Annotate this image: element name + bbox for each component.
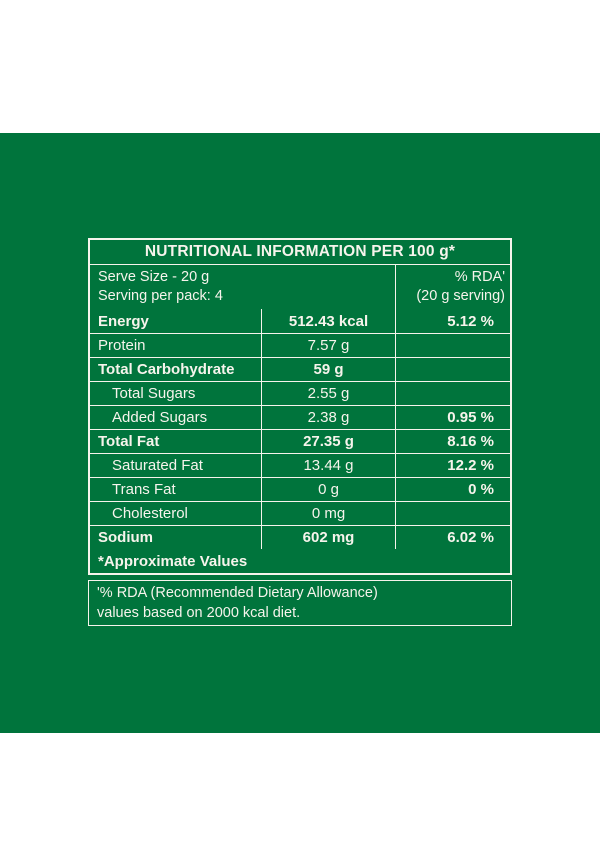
- nutrient-label: Trans Fat: [112, 481, 176, 498]
- amount-value: 27.35 g: [261, 430, 395, 453]
- amount-value: 0 mg: [261, 502, 395, 525]
- rda-value: [395, 334, 510, 357]
- amount-value: 2.38 g: [261, 406, 395, 429]
- footnote-line1: '% RDA (Recommended Dietary Allowance): [97, 585, 378, 601]
- amount-value: 512.43 kcal: [261, 309, 395, 333]
- rda-value: 0.95 %: [395, 406, 510, 429]
- table-title-row: NUTRITIONAL INFORMATION PER 100 g*: [90, 240, 510, 264]
- approximate-values-note: *Approximate Values: [98, 552, 248, 570]
- rda-footnote-box: '% RDA (Recommended Dietary Allowance) v…: [88, 580, 512, 626]
- serve-info-row: Serve Size - 20 g Serving per pack: 4 % …: [90, 264, 510, 309]
- amount-value: 2.55 g: [261, 382, 395, 405]
- green-label-panel: NUTRITIONAL INFORMATION PER 100 g* Serve…: [0, 133, 600, 733]
- nutrient-label: Total Carbohydrate: [98, 361, 235, 378]
- table-row: Cholesterol 0 mg: [90, 501, 510, 525]
- rda-value: 8.16 %: [395, 430, 510, 453]
- nutrient-label: Total Fat: [98, 433, 160, 450]
- rda-header-cell: % RDA' (20 g serving): [395, 265, 510, 309]
- rda-header-line1: % RDA': [454, 269, 505, 285]
- table-row: Total Fat 27.35 g 8.16 %: [90, 429, 510, 453]
- nutrient-label: Added Sugars: [112, 409, 208, 426]
- table-row: Energy 512.43 kcal 5.12 %: [90, 309, 510, 333]
- nutrient-label: Saturated Fat: [112, 457, 203, 474]
- table-row: Total Sugars 2.55 g: [90, 381, 510, 405]
- serve-size-text: Serve Size - 20 g: [98, 269, 210, 285]
- table-row: Protein 7.57 g: [90, 333, 510, 357]
- nutrient-label: Energy: [98, 312, 149, 330]
- footnote-line2: values based on 2000 kcal diet.: [97, 604, 301, 621]
- serve-info-cell: Serve Size - 20 g Serving per pack: 4: [90, 265, 395, 309]
- amount-value: 7.57 g: [261, 334, 395, 357]
- rda-value: 12.2 %: [395, 454, 510, 477]
- approximate-values-row: *Approximate Values: [90, 549, 510, 573]
- nutrition-table: NUTRITIONAL INFORMATION PER 100 g* Serve…: [88, 238, 512, 575]
- amount-value: 0 g: [261, 478, 395, 501]
- serving-per-pack-text: Serving per pack: 4: [98, 288, 223, 304]
- nutrient-label: Cholesterol: [112, 505, 188, 522]
- table-title: NUTRITIONAL INFORMATION PER 100 g*: [144, 243, 456, 260]
- rda-header-line2: (20 g serving): [416, 288, 505, 304]
- nutrient-label: Protein: [98, 337, 146, 354]
- rda-value: 0 %: [395, 478, 510, 501]
- table-row: Added Sugars 2.38 g 0.95 %: [90, 405, 510, 429]
- table-row: Trans Fat 0 g 0 %: [90, 477, 510, 501]
- table-row: Total Carbohydrate 59 g: [90, 357, 510, 381]
- amount-value: 59 g: [261, 358, 395, 381]
- rda-value: 6.02 %: [395, 526, 510, 549]
- rda-value: [395, 502, 510, 525]
- table-row: Saturated Fat 13.44 g 12.2 %: [90, 453, 510, 477]
- rda-value: [395, 358, 510, 381]
- amount-value: 602 mg: [261, 526, 395, 549]
- table-row: Sodium 602 mg 6.02 %: [90, 525, 510, 549]
- amount-value: 13.44 g: [261, 454, 395, 477]
- nutrient-label: Sodium: [98, 529, 153, 546]
- rda-value: [395, 382, 510, 405]
- rda-value: 5.12 %: [395, 309, 510, 333]
- nutrient-label: Total Sugars: [112, 385, 196, 402]
